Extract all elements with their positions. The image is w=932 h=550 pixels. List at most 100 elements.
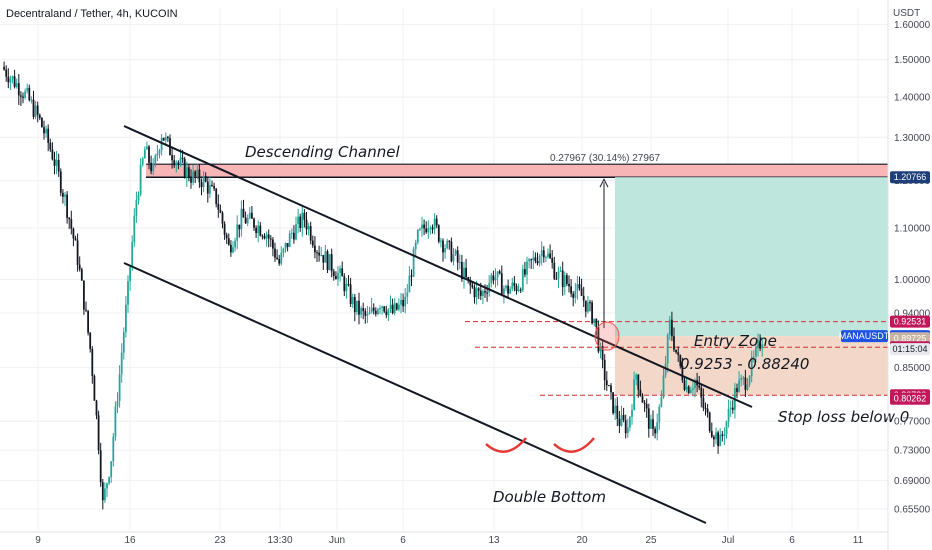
- candle: [515, 283, 518, 295]
- candle: [503, 285, 505, 304]
- candle: [64, 191, 66, 207]
- candle: [498, 269, 501, 275]
- candle: [248, 207, 251, 220]
- candle: [183, 156, 186, 179]
- target-arrow-head: [599, 178, 609, 188]
- candle: [412, 246, 415, 278]
- candle: [290, 228, 293, 239]
- candle: [314, 236, 316, 259]
- candle: [173, 155, 176, 169]
- candle: [28, 84, 31, 102]
- candles-group: [3, 61, 764, 510]
- candle: [87, 310, 89, 336]
- candle: [143, 146, 146, 159]
- candle: [22, 92, 24, 104]
- candle: [240, 200, 243, 237]
- price-axis[interactable]: 1.600001.500001.400001.300001.200001.100…: [839, 0, 931, 550]
- candle: [549, 244, 551, 260]
- candle: [750, 350, 753, 383]
- candle: [15, 78, 18, 89]
- candle: [309, 221, 312, 245]
- price-tick-label: 0.85000: [894, 363, 931, 374]
- candle: [433, 213, 436, 235]
- candle: [473, 284, 476, 304]
- candle: [633, 371, 635, 411]
- time-tick-label: 23: [214, 535, 226, 546]
- candle: [668, 315, 671, 341]
- candle: [744, 369, 747, 398]
- candle: [5, 65, 8, 82]
- candle: [332, 268, 335, 281]
- candle: [196, 163, 199, 180]
- time-tick-label: 20: [576, 535, 588, 546]
- candle: [524, 261, 526, 278]
- profit-zone: [615, 177, 888, 337]
- candle: [206, 177, 209, 203]
- candle: [204, 172, 207, 183]
- candle: [379, 305, 381, 315]
- price-tick-label: 1.00000: [894, 275, 931, 286]
- candle: [610, 383, 612, 400]
- candle: [482, 289, 484, 305]
- candle: [150, 155, 152, 175]
- candle: [626, 418, 629, 438]
- candle: [419, 227, 421, 232]
- price-tick-label: 0.77000: [894, 417, 931, 428]
- candle: [492, 270, 495, 285]
- candle: [423, 219, 425, 236]
- candle: [358, 292, 360, 325]
- candle: [223, 221, 226, 240]
- candle: [259, 222, 262, 237]
- candle: [221, 211, 224, 229]
- candle: [351, 293, 354, 308]
- candle: [89, 332, 92, 353]
- candle: [13, 69, 16, 89]
- candle: [534, 252, 537, 264]
- candle: [47, 124, 50, 152]
- candle: [582, 286, 585, 307]
- candle: [110, 461, 113, 483]
- candle: [272, 237, 274, 257]
- candle: [647, 403, 650, 438]
- candle: [536, 252, 539, 266]
- candle: [595, 318, 598, 336]
- candle: [746, 378, 749, 391]
- candle: [416, 228, 419, 245]
- candle: [341, 261, 344, 277]
- candle: [234, 237, 236, 252]
- candle: [335, 271, 337, 280]
- price-tick-label: 0.94000: [894, 309, 931, 320]
- entry-range-label: 0.9253 - 0.88240: [680, 355, 809, 373]
- candle: [17, 74, 20, 106]
- entry-marker: [594, 321, 620, 351]
- candle: [158, 148, 161, 159]
- candle: [246, 214, 249, 227]
- candle: [62, 188, 64, 204]
- candle: [442, 238, 444, 262]
- candle: [568, 275, 570, 293]
- candle: [553, 256, 556, 281]
- candle: [410, 269, 413, 287]
- candle: [736, 383, 738, 399]
- candle: [677, 346, 680, 363]
- time-tick-label: 11: [853, 535, 864, 546]
- candle: [603, 354, 606, 391]
- candle: [311, 235, 314, 248]
- candle: [593, 318, 596, 327]
- candle: [710, 422, 713, 439]
- candle: [104, 482, 106, 503]
- candle: [404, 288, 407, 314]
- candle: [53, 151, 56, 175]
- time-axis[interactable]: 9 16 23 13:30 Jun 6 13 20 25 Jul 6 11: [0, 531, 888, 546]
- candle: [421, 216, 423, 237]
- candle: [662, 367, 665, 399]
- candle: [9, 75, 12, 91]
- price-level-badge: 0.92531: [890, 315, 930, 328]
- candle: [97, 410, 100, 455]
- candle: [429, 225, 432, 235]
- time-tick-label: 6: [789, 535, 795, 546]
- candle: [444, 244, 446, 259]
- candle: [370, 298, 373, 314]
